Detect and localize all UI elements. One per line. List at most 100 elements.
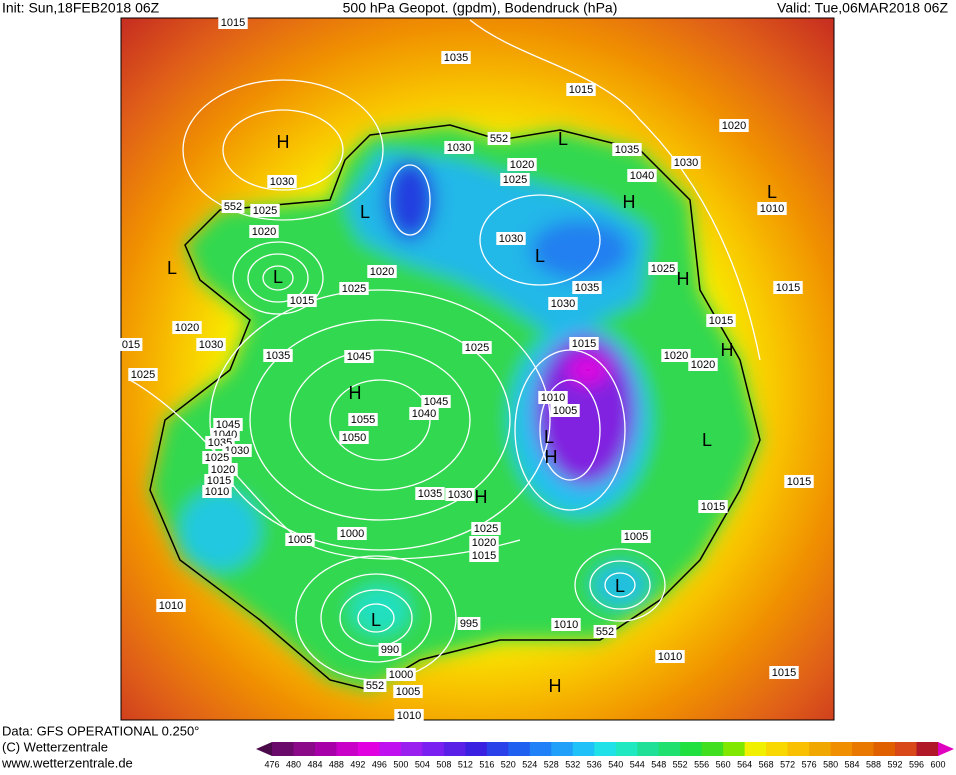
isobar-label-box: [496, 232, 526, 245]
isobar-label: 015: [122, 339, 140, 351]
isobar-label-box: [344, 350, 374, 363]
isobar-label-box: [202, 451, 232, 464]
isobar-label-box: [784, 475, 814, 488]
colorbar-label: 560: [716, 759, 731, 769]
colorbar-segment: [637, 742, 660, 756]
colorbar-label: 576: [802, 759, 817, 769]
colorbar-label: 580: [823, 759, 838, 769]
isobar-label: 1020: [664, 350, 688, 362]
isobar-label-box: [249, 225, 279, 238]
colorbar-segment: [443, 742, 466, 756]
isobar-label: 1010: [205, 486, 229, 498]
isobar-label: 1045: [216, 419, 240, 431]
colorbar-label: 536: [587, 759, 602, 769]
colorbar-label: 572: [780, 759, 795, 769]
colorbar-segment: [809, 742, 832, 756]
isobar-label: 1030: [674, 157, 698, 169]
colorbar-label: 544: [630, 759, 645, 769]
isobar-label-box: [550, 404, 580, 417]
colorbar-label: 480: [286, 759, 301, 769]
isobar-label: 1020: [175, 322, 199, 334]
isobar-label-box: [706, 314, 736, 327]
isobar-label: 1025: [474, 523, 498, 535]
colorbar-segment: [744, 742, 767, 756]
isobar-label: 1010: [658, 651, 682, 663]
colorbar-segment: [680, 742, 703, 756]
colorbar-segment: [336, 742, 359, 756]
map-frame: [120, 17, 835, 721]
pressure-center: L: [360, 202, 370, 222]
isobar-label: 1040: [412, 408, 436, 420]
cold-core: [530, 220, 630, 280]
colorbar-segment: [465, 742, 488, 756]
colorbar-segment: [293, 742, 316, 756]
colorbar-segment: [357, 742, 380, 756]
isobar-label: 1020: [722, 120, 746, 132]
website: www.wetterzentrale.de: [1, 755, 133, 770]
colorbar-label: 516: [479, 759, 494, 769]
cold-core: [535, 335, 635, 485]
colorbar-segment: [486, 742, 509, 756]
isobar-label: 1000: [340, 528, 364, 540]
isobars: [129, 19, 761, 681]
colorbar-segment: [723, 742, 746, 756]
isobar-label-box: [208, 463, 238, 476]
pressure-center: L: [615, 576, 625, 596]
isobar-label-box: [128, 368, 158, 381]
pressure-center: L: [371, 610, 381, 630]
colorbar-label: 600: [930, 759, 945, 769]
isobar-label: 1005: [288, 534, 312, 546]
colorbar-arrow-left: [256, 742, 272, 756]
colorbar-segment: [873, 742, 896, 756]
isobar-label: 552: [490, 133, 508, 145]
isobar-label-box: [221, 200, 245, 213]
isobar-label-box: [196, 338, 226, 351]
isobar-label-box: [661, 349, 691, 362]
isobar-label-box: [469, 536, 499, 549]
isobar-label: 1045: [424, 396, 448, 408]
isobar-label-box: [500, 173, 530, 186]
colorbar-label: 588: [866, 759, 881, 769]
isobar-label-box: [773, 281, 803, 294]
colorbar-segment: [852, 742, 875, 756]
isobar-label: 1005: [396, 686, 420, 698]
colorbar-label: 532: [565, 759, 580, 769]
isobar-label: 1010: [397, 710, 421, 722]
isobar-label-box: [548, 297, 578, 310]
colorbar-label: 496: [372, 759, 387, 769]
isobar-label: 1020: [472, 537, 496, 549]
isobar-label-box: [172, 321, 202, 334]
isobar-label: 1015: [290, 295, 314, 307]
isobar-label: 1005: [553, 405, 577, 417]
isobar-label: 1025: [131, 369, 155, 381]
colorbar-label: 548: [651, 759, 666, 769]
isobar-label-box: [457, 617, 481, 630]
isobar-label: 1025: [205, 452, 229, 464]
colorbar-segment: [272, 742, 294, 756]
isobar-label: 1025: [651, 263, 675, 275]
isobar-label: 1010: [159, 600, 183, 612]
colorbar-segment: [658, 742, 681, 756]
isobar-label: 1035: [575, 282, 599, 294]
isobar-label: 1030: [447, 142, 471, 154]
pressure-center: H: [549, 676, 562, 696]
isobar-label: 1015: [709, 315, 733, 327]
colorbar-label: 528: [544, 759, 559, 769]
isobar-label: 1055: [351, 414, 375, 426]
pressure-center: H: [349, 383, 362, 403]
isobar-label-box: [348, 413, 378, 426]
isobar-label-box: [698, 500, 728, 513]
isobar-label-box: [627, 169, 657, 182]
colorbar-label: 500: [393, 759, 408, 769]
pressure-center: L: [544, 427, 554, 447]
colorbar-label: 504: [415, 759, 430, 769]
isobar-label: 1010: [541, 392, 565, 404]
pressure-center: H: [623, 192, 636, 212]
colorbar-segment: [701, 742, 724, 756]
isobar-label-box: [441, 51, 471, 64]
isobar-label-box: [688, 358, 718, 371]
pressure-center: L: [558, 129, 568, 149]
isobar-label: 1040: [630, 170, 654, 182]
isobar-label-box: [551, 618, 581, 631]
